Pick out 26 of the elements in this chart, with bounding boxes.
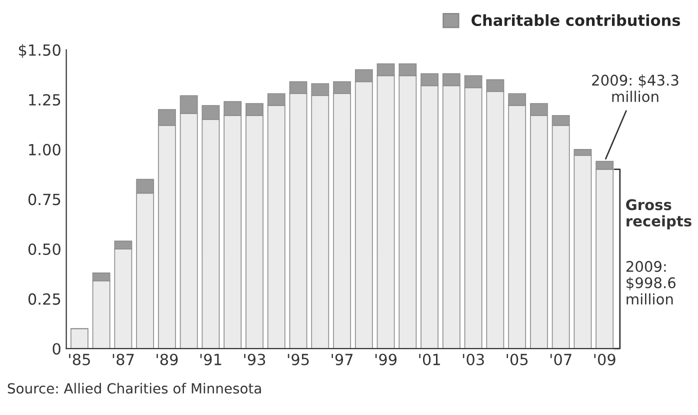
- y-tick-label: 0: [52, 343, 60, 355]
- source-note: Source: Allied Charities of Minnesota: [8, 382, 261, 394]
- x-tick-label: '91: [200, 354, 222, 366]
- annotation: 2009: $43.3 million: [592, 74, 678, 102]
- x-tick-label: '97: [332, 354, 353, 366]
- y-tick-label: 0.50: [28, 243, 60, 256]
- y-tick-label: $1.50: [18, 44, 60, 58]
- y-tick-label: 0.75: [28, 194, 60, 206]
- x-tick-label: '01: [419, 354, 440, 366]
- bar: [70, 328, 88, 349]
- text: 2009: $998.6 million: [626, 260, 676, 305]
- x-tick-label: '09: [594, 354, 616, 366]
- x-tick-label: '07: [550, 354, 572, 366]
- x-tick-label: '89: [156, 354, 178, 366]
- series-label: Gross receipts: [626, 199, 692, 230]
- y-tick-label: 0.25: [28, 293, 60, 305]
- legend-label: Charitable contributions: [472, 14, 680, 26]
- y-tick-label: 1.25: [29, 94, 60, 106]
- x-tick-label: '93: [244, 354, 266, 366]
- x-tick-label: '85: [69, 354, 90, 366]
- x-tick-label: '05: [506, 354, 528, 366]
- x-tick-label: '03: [462, 354, 484, 366]
- y-tick-label: 1.00: [29, 144, 60, 156]
- x-tick-label: '99: [375, 354, 397, 366]
- x-tick-label: '87: [112, 354, 134, 366]
- x-tick-label: '95: [288, 354, 309, 366]
